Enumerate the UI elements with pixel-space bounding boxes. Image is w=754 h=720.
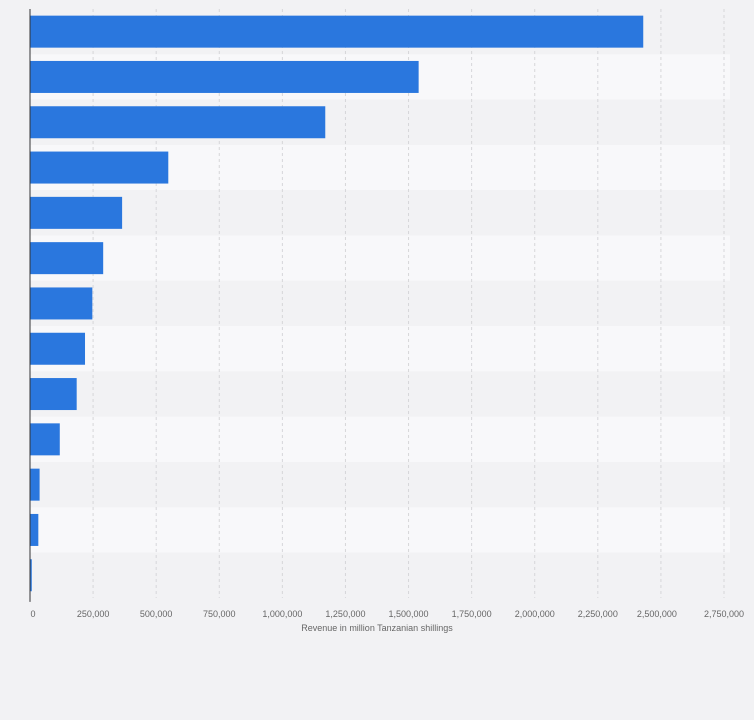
bar xyxy=(30,513,39,546)
row-band xyxy=(30,462,730,508)
bar xyxy=(30,287,93,320)
x-tick-label: 2,000,000 xyxy=(515,609,555,619)
bar xyxy=(30,60,419,93)
x-tick-label: 250,000 xyxy=(77,609,110,619)
x-axis-title: Revenue in million Tanzanian shillings xyxy=(301,623,453,633)
x-tick-label: 1,000,000 xyxy=(262,609,302,619)
row-bands xyxy=(30,9,730,598)
x-tick-label: 1,250,000 xyxy=(325,609,365,619)
bar xyxy=(30,423,60,456)
row-band xyxy=(30,280,730,327)
row-band xyxy=(30,507,730,553)
row-band xyxy=(30,190,730,236)
x-tick-label: 1,500,000 xyxy=(389,609,429,619)
bar xyxy=(30,332,86,365)
bar xyxy=(30,196,123,229)
bar xyxy=(30,106,326,139)
x-tick-label: 1,750,000 xyxy=(452,609,492,619)
row-band xyxy=(30,326,730,372)
x-tick-label: 2,750,000 xyxy=(704,609,744,619)
row-band xyxy=(30,371,730,417)
row-band xyxy=(30,235,730,281)
bar xyxy=(30,378,77,411)
x-tick-label: 750,000 xyxy=(203,609,236,619)
x-tick-label: 2,500,000 xyxy=(637,609,677,619)
bar xyxy=(30,242,104,275)
bar xyxy=(30,468,40,501)
bar xyxy=(30,15,644,48)
row-band xyxy=(30,416,730,462)
row-band xyxy=(30,552,730,598)
bars xyxy=(30,15,644,592)
x-tick-label: 500,000 xyxy=(140,609,173,619)
x-tick-labels: 0 250,000 500,000 750,000 1,000,000 1,250,000… xyxy=(30,609,744,619)
bar xyxy=(30,151,169,184)
bar xyxy=(30,559,32,592)
x-tick-label: 2,250,000 xyxy=(578,609,618,619)
x-tick-label: 0 xyxy=(30,609,35,619)
